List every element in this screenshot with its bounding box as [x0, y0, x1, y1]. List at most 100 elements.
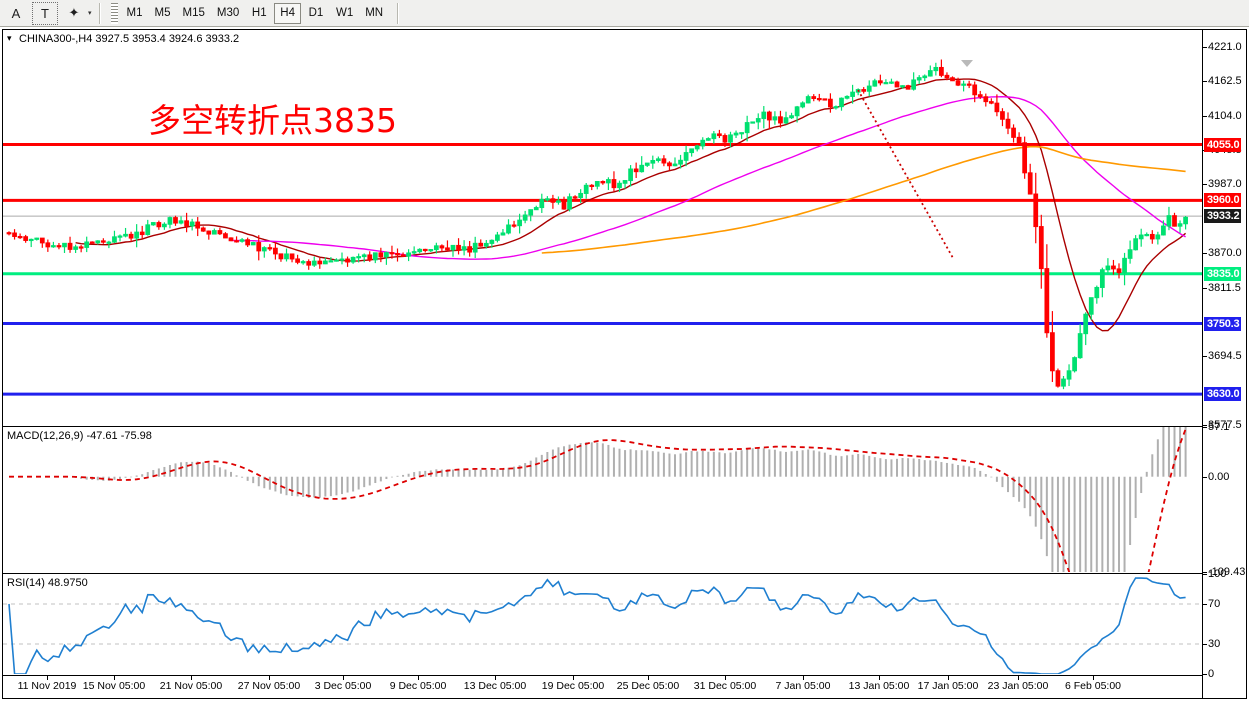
- time-axis[interactable]: 11 Nov 2019 15 Nov 05:00 21 Nov 05:00 27 No…: [3, 675, 1202, 698]
- time-tick-label: 7 Jan 05:00: [775, 680, 831, 692]
- objects-glyph: ✦: [68, 5, 80, 20]
- candle-body: [456, 244, 461, 251]
- candle-body: [905, 85, 911, 90]
- time-tick-mark: [114, 676, 115, 680]
- axis-tick-mark: [1203, 115, 1207, 117]
- timeframe-m5[interactable]: M5: [154, 7, 171, 19]
- candle-body: [67, 242, 73, 250]
- candle-body: [1172, 215, 1177, 227]
- time-tick-mark: [648, 676, 649, 680]
- candle-body: [778, 116, 783, 124]
- axis-tick-mark: [1203, 425, 1207, 426]
- candle-body: [766, 111, 772, 121]
- candle-body: [950, 77, 955, 82]
- candle-body: [112, 236, 117, 243]
- candle-body: [411, 251, 417, 254]
- macd-signal-line: [9, 428, 1187, 572]
- price-label-resistance[interactable]: 3960.0: [1204, 193, 1242, 208]
- timeframe-d1[interactable]: D1: [308, 7, 324, 19]
- candle-body: [1138, 234, 1144, 240]
- candle-body: [300, 261, 306, 264]
- axis-tick-mark: [1203, 184, 1207, 186]
- candle-body: [661, 158, 667, 164]
- candle-body: [356, 256, 362, 259]
- timeframe-m15[interactable]: M15: [182, 7, 205, 19]
- candle-body: [755, 118, 761, 123]
- candle-body: [1005, 118, 1011, 129]
- price-label-resistance[interactable]: 4055.0: [1204, 137, 1242, 152]
- axis-tick-mark: [1203, 574, 1207, 575]
- candle-body: [772, 116, 778, 121]
- timeframe-w1[interactable]: W1: [335, 7, 354, 19]
- timeframe-h4[interactable]: H4: [274, 2, 301, 24]
- value-axis[interactable]: 4221.04162.54104.04045.53987.03870.03811…: [1202, 30, 1246, 698]
- candle-body: [850, 91, 855, 97]
- price-plot: [3, 59, 1202, 396]
- timeframe-h1[interactable]: H1: [251, 7, 267, 19]
- price-tick-label: 3870.0: [1208, 247, 1242, 260]
- candle-body: [339, 258, 345, 261]
- axis-tick-mark: [1203, 47, 1207, 49]
- label-tool-icon[interactable]: T: [32, 1, 58, 25]
- axis-tick-mark: [1203, 287, 1207, 289]
- price-label-pivot[interactable]: 3835.0: [1204, 266, 1242, 281]
- text-tool-icon[interactable]: A: [3, 2, 29, 25]
- time-tick-mark: [573, 676, 574, 680]
- candle-body: [345, 258, 350, 263]
- time-tick-mark: [725, 676, 726, 680]
- candle-body: [62, 242, 67, 248]
- candle-body: [911, 79, 917, 90]
- candle-body: [367, 254, 373, 261]
- candle-body: [1050, 332, 1055, 372]
- timeframe-m1[interactable]: M1: [126, 7, 143, 19]
- candle-body: [439, 245, 445, 249]
- timeframe-mn[interactable]: MN: [365, 7, 384, 19]
- timeframe-m30[interactable]: M30: [216, 7, 240, 19]
- price-pane[interactable]: CHINA300-,H4 3927.5 3953.4 3924.6 3933.2…: [3, 30, 1202, 425]
- candle-body: [1116, 268, 1122, 274]
- main-toolbar: A T ✦ ▾ M1 M5 M15 M30 H1 H4 D1 W1 MN: [0, 0, 1249, 27]
- price-label-support[interactable]: 3630.0: [1204, 387, 1242, 402]
- macd-pane[interactable]: MACD(12,26,9) -47.61 -75.98: [3, 426, 1202, 572]
- price-label-support[interactable]: 3750.3: [1204, 316, 1242, 331]
- rsi-pane[interactable]: RSI(14) 48.9750: [3, 573, 1202, 674]
- candle-body: [1161, 225, 1166, 236]
- objects-dropdown-arrow-icon[interactable]: ▾: [88, 10, 92, 17]
- objects-icon[interactable]: ✦: [61, 2, 87, 25]
- toolbar-drag-grip[interactable]: [110, 2, 118, 24]
- candle-body: [828, 98, 833, 108]
- candle-body: [378, 252, 384, 258]
- candle-body: [134, 231, 140, 239]
- candle-body: [1083, 313, 1089, 335]
- time-tick-label: 23 Jan 05:00: [987, 680, 1049, 692]
- candle-body: [89, 241, 95, 244]
- candle-body: [495, 234, 500, 241]
- candle-body: [844, 95, 850, 99]
- candle-body: [877, 80, 883, 84]
- candle-body: [522, 214, 528, 221]
- candle-body: [28, 238, 34, 242]
- time-tick-label: 31 Dec 05:00: [693, 680, 757, 692]
- rsi-tick-label: 30: [1208, 638, 1221, 650]
- candle-body: [833, 106, 839, 109]
- candle-body: [483, 242, 489, 247]
- candle-body: [311, 260, 317, 266]
- candle-body: [273, 247, 278, 255]
- candle-body: [1149, 233, 1155, 240]
- price-tick-label: 4162.5: [1208, 75, 1242, 88]
- time-tick-label: 13 Jan 05:00: [848, 680, 910, 692]
- candle-body: [883, 82, 889, 85]
- price-label-current-price[interactable]: 3933.2: [1204, 209, 1242, 224]
- candle-body: [822, 98, 828, 101]
- candle-body: [428, 249, 434, 252]
- rsi-header-label: RSI(14) 48.9750: [7, 577, 88, 589]
- chart-collapse-icon[interactable]: ▾: [7, 33, 12, 43]
- axis-tick-mark: [1203, 604, 1207, 605]
- candle-body: [811, 96, 817, 99]
- moving-average-line: [541, 145, 1186, 254]
- macd-tick-label: -109.43: [1208, 566, 1246, 578]
- time-tick-mark: [343, 676, 344, 680]
- time-tick-label: 3 Dec 05:00: [314, 680, 372, 692]
- candle-body: [1177, 223, 1183, 227]
- time-tick-mark: [1093, 676, 1094, 680]
